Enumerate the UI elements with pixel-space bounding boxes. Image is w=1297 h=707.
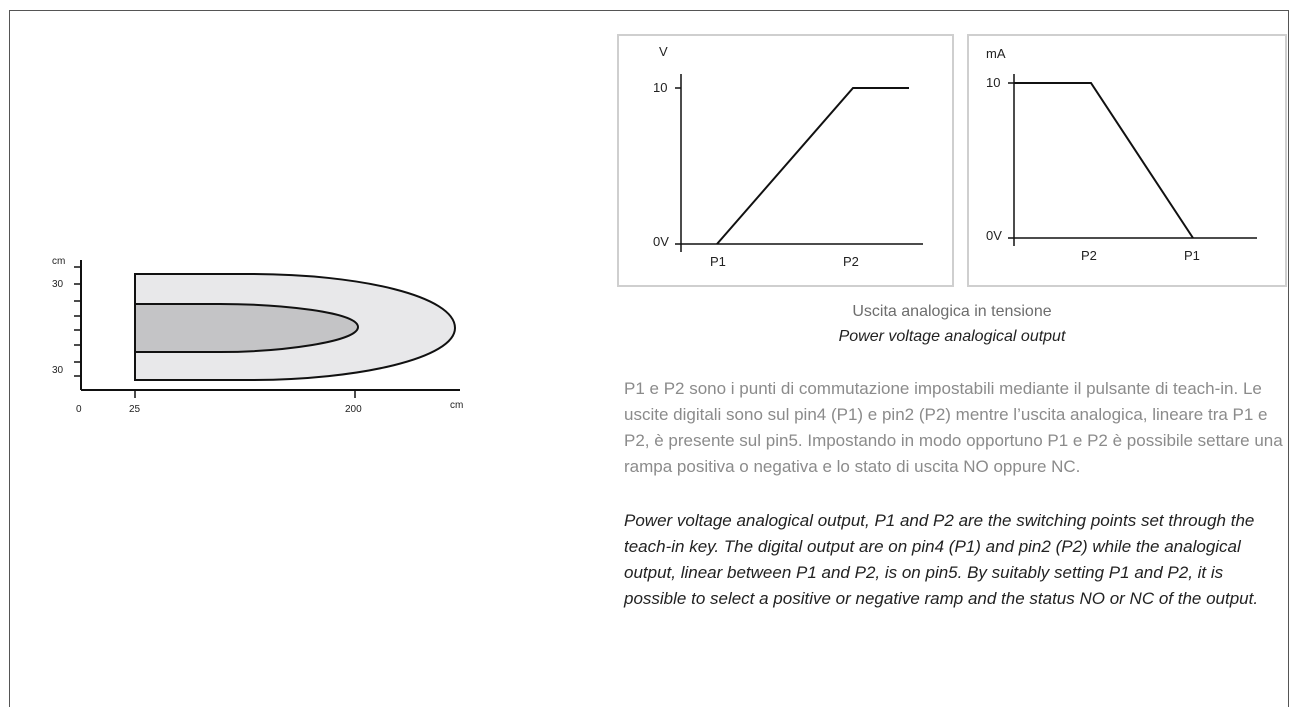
x-axis-ticks xyxy=(134,390,356,398)
caption-english: Power voltage analogical output xyxy=(838,328,1066,345)
detection-area-diagram: cm 30 30 0 25 200 cm xyxy=(40,250,480,430)
voltage-y-max-label: 10 xyxy=(653,80,667,95)
current-x-label-p1: P1 xyxy=(1184,248,1200,263)
current-y-unit: mA xyxy=(986,46,1006,61)
voltage-x-label-p2: P2 xyxy=(843,254,859,269)
current-graph-svg: mA 10 0V P2 P1 xyxy=(986,46,1257,263)
y-axis-ticks xyxy=(74,266,81,377)
y-tick-label-bottom: 30 xyxy=(52,365,64,376)
voltage-x-label-p1: P1 xyxy=(710,254,726,269)
frame-left-border xyxy=(9,10,10,707)
x-tick-label-25: 25 xyxy=(129,404,141,415)
frame-right-border xyxy=(1288,10,1289,707)
x-unit-label: cm xyxy=(450,400,463,411)
x-tick-label-0: 0 xyxy=(76,404,82,415)
caption-italian: Uscita analogica in tensione xyxy=(852,303,1052,320)
current-y-max-label: 10 xyxy=(986,75,1000,90)
detection-area-svg: cm 30 30 0 25 200 cm xyxy=(52,256,463,415)
frame-top-border xyxy=(9,10,1288,11)
current-x-label-p2: P2 xyxy=(1081,248,1097,263)
voltage-y-unit: V xyxy=(659,44,668,59)
y-unit-label: cm xyxy=(52,256,65,267)
x-tick-label-200: 200 xyxy=(345,404,362,415)
current-output-graph: mA 10 0V P2 P1 xyxy=(967,34,1287,287)
description-italian: P1 e P2 sono i punti di commutazione imp… xyxy=(624,379,1283,476)
inner-detection-lobe xyxy=(134,303,360,353)
voltage-output-line xyxy=(716,87,909,245)
voltage-graph-svg: V 10 0V P1 P2 xyxy=(653,44,923,269)
current-output-line xyxy=(1014,82,1194,239)
voltage-output-graph: V 10 0V P1 P2 xyxy=(617,34,954,287)
description-english: Power voltage analogical output, P1 and … xyxy=(624,511,1259,608)
current-y-zero-label: 0V xyxy=(986,228,1002,243)
voltage-y-zero-label: 0V xyxy=(653,234,669,249)
y-tick-label-top: 30 xyxy=(52,279,64,290)
